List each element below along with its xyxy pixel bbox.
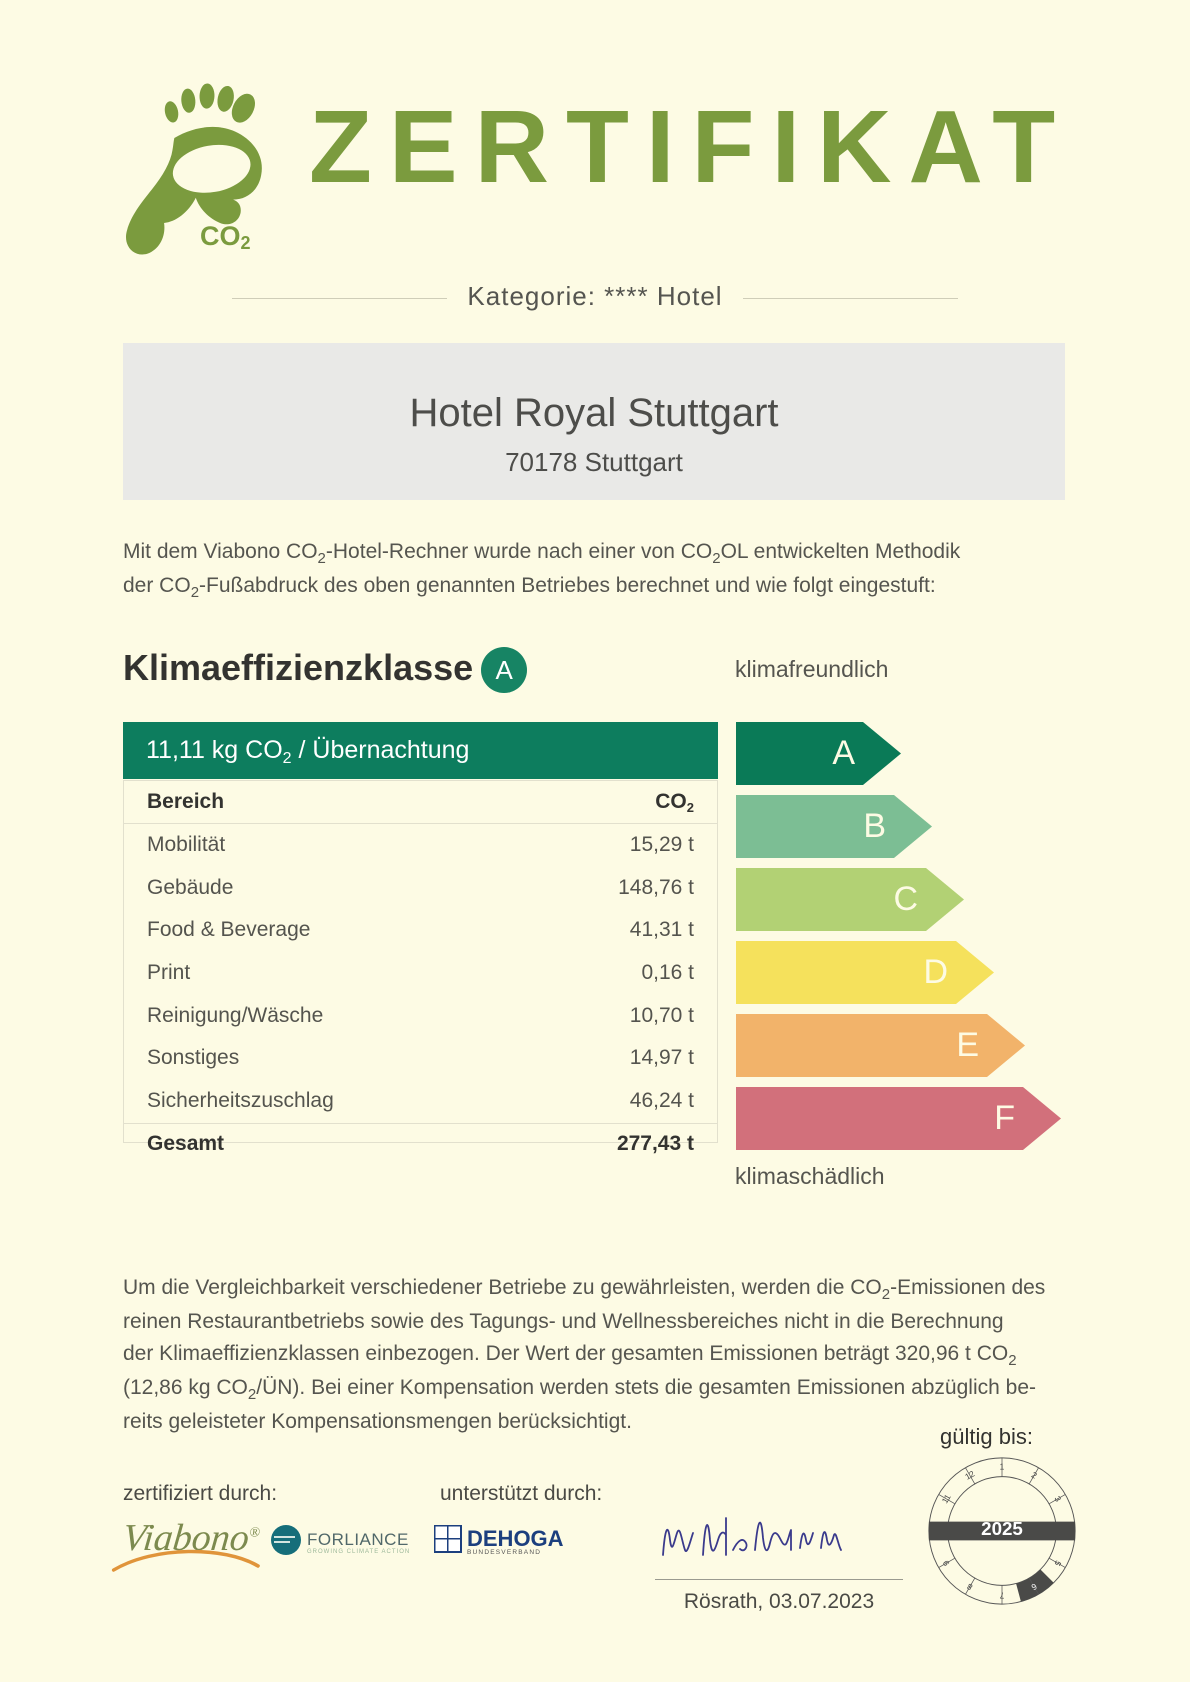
- svg-text:FORLIANCE: FORLIANCE: [307, 1530, 409, 1549]
- svg-text:1: 1: [1000, 1461, 1005, 1471]
- svg-text:DEHOGA: DEHOGA: [467, 1526, 564, 1551]
- svg-text:2025: 2025: [981, 1518, 1023, 1539]
- svg-text:GROWING CLIMATE ACTION: GROWING CLIMATE ACTION: [307, 1549, 410, 1555]
- svg-text:BUNDESVERBAND: BUNDESVERBAND: [467, 1549, 541, 1556]
- svg-text:7: 7: [999, 1591, 1004, 1601]
